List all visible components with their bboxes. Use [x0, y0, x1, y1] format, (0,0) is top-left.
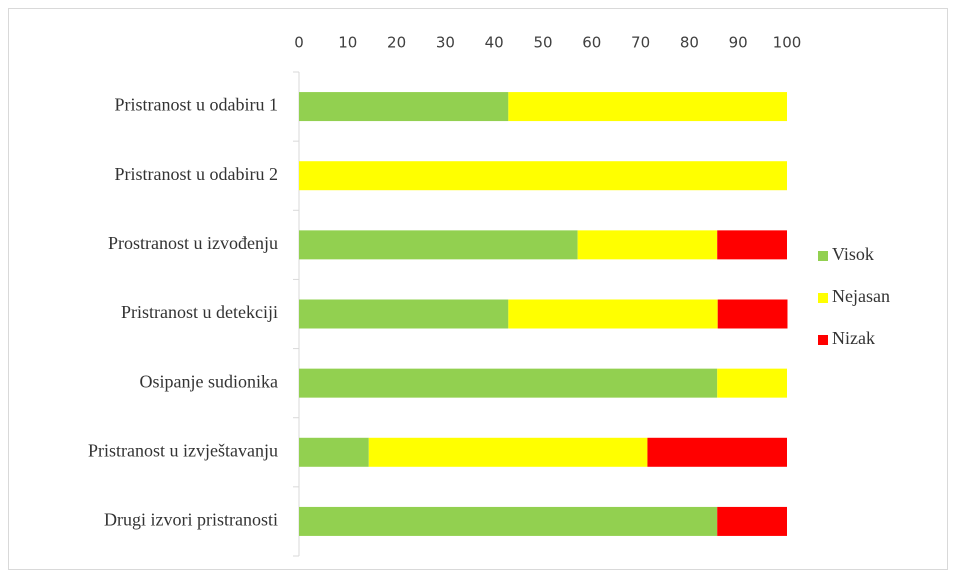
x-tick-label: 0 — [294, 34, 304, 52]
x-tick-label: 90 — [729, 34, 748, 52]
x-tick-label: 30 — [436, 34, 455, 52]
legend-label: Visok — [832, 244, 874, 264]
bar-segment — [299, 161, 787, 191]
x-tick-label: 20 — [387, 34, 406, 52]
bar-segment — [508, 299, 718, 329]
bar-segment — [508, 92, 787, 122]
x-tick-label: 50 — [533, 34, 552, 52]
y-tick-label: Osipanje sudionika — [140, 371, 278, 391]
y-tick-label: Pristranost u detekciji — [121, 302, 278, 322]
x-tick-label: 10 — [338, 34, 357, 52]
bar-segment — [299, 299, 509, 329]
bar-segment — [717, 506, 787, 536]
bar-segment — [717, 368, 787, 398]
bar-segment — [717, 299, 788, 329]
bar-segment — [299, 506, 718, 536]
x-tick-label: 80 — [680, 34, 699, 52]
legend-swatch — [818, 251, 828, 261]
bar-segment — [299, 230, 578, 260]
y-tick-label: Drugi izvori pristranosti — [104, 510, 278, 530]
y-tick-label: Pristranost u izvještavanju — [88, 440, 278, 460]
bar-segment — [299, 92, 509, 122]
bar-segment — [299, 368, 718, 398]
legend-swatch — [818, 335, 828, 345]
bar-segment — [717, 230, 787, 260]
x-tick-label: 100 — [773, 34, 802, 52]
bar-segment — [577, 230, 718, 260]
bar-segment — [299, 437, 369, 467]
legend-swatch — [818, 293, 828, 303]
y-tick-label: Pristranost u odabiru 1 — [115, 95, 279, 115]
legend-label: Nejasan — [832, 286, 890, 306]
x-tick-label: 70 — [631, 34, 650, 52]
bar-segment — [368, 437, 648, 467]
y-tick-label: Pristranost u odabiru 2 — [115, 164, 279, 184]
bar-segment — [647, 437, 787, 467]
legend-label: Nizak — [832, 328, 875, 348]
x-tick-label: 60 — [582, 34, 601, 52]
y-tick-label: Prostranost u izvođenju — [108, 233, 278, 253]
x-tick-label: 40 — [485, 34, 504, 52]
